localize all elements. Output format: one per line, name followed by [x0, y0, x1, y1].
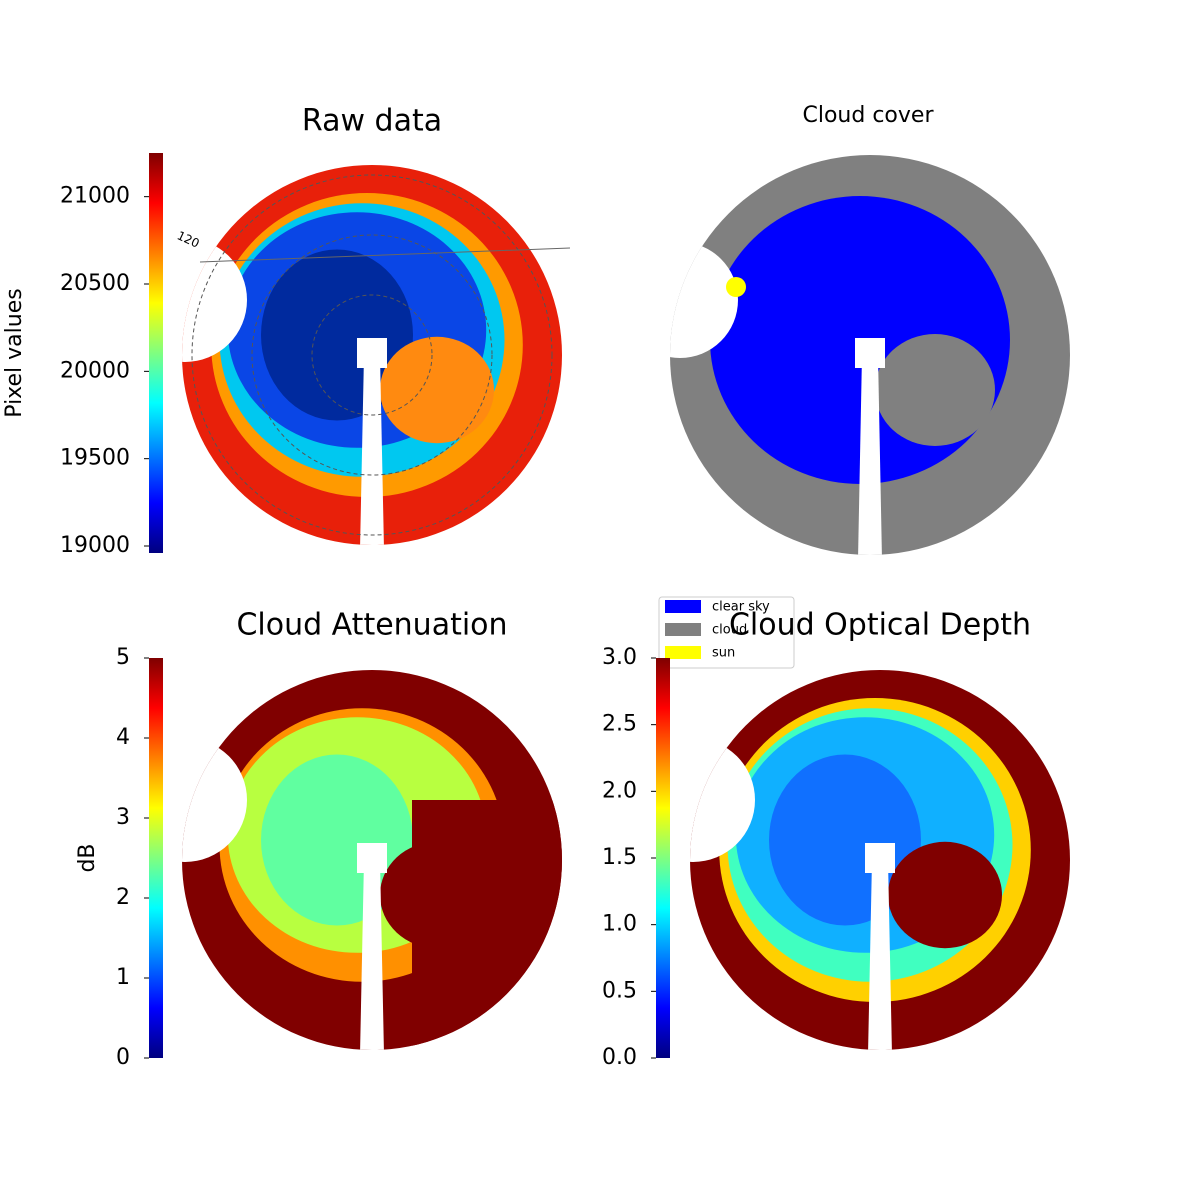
notch: [182, 738, 247, 862]
sky-image: [670, 155, 1070, 555]
colorbar-tick-label: 4: [116, 725, 130, 750]
colorbar-tick-label: 1: [116, 965, 130, 990]
colorbar-tick-label: 21000: [60, 184, 130, 209]
panel-title: Raw data: [302, 104, 442, 139]
polar-grid: [311, 294, 433, 416]
polar-grid: [199, 247, 571, 263]
mast: [360, 860, 384, 1050]
colorbar-label: Pixel values: [2, 288, 27, 417]
sun-marker: [726, 277, 746, 297]
panel-title: Cloud cover: [803, 103, 935, 128]
colorbar-tick-label: 5: [116, 645, 130, 670]
colorbar-tick-label: 3: [116, 805, 130, 830]
mast: [858, 355, 882, 555]
colorbar-tick-label: 1.0: [602, 912, 637, 937]
colorbar-tick-label: 0.5: [602, 978, 637, 1003]
mast-head: [357, 843, 387, 873]
colorbar-tick-label: 2.0: [602, 778, 637, 803]
image-region: [380, 336, 494, 444]
legend-label: cloud: [712, 623, 747, 638]
image-region: [875, 334, 995, 446]
colorbar: [656, 658, 670, 1058]
polar-grid: [191, 174, 553, 536]
colorbar-tick-label: 20500: [60, 271, 130, 296]
sky-image: [182, 165, 562, 545]
colorbar-tick-label: 20000: [60, 358, 130, 383]
colorbar-tick-label: 0.0: [602, 1045, 637, 1070]
colorbar: [149, 658, 163, 1058]
mast: [868, 860, 892, 1050]
notch: [670, 242, 738, 358]
legend-label: sun: [712, 646, 735, 661]
mast: [360, 355, 384, 545]
notch: [690, 738, 755, 862]
colorbar-tick-label: 2.5: [602, 712, 637, 737]
mast-head: [865, 843, 895, 873]
colorbar-label: dB: [75, 843, 100, 872]
colorbar-tick-label: 2: [116, 885, 130, 910]
mast-head: [357, 338, 387, 368]
notch: [182, 238, 247, 362]
polar-grid: [251, 234, 493, 476]
colorbar-tick-label: 0: [116, 1045, 130, 1070]
sky-image: [690, 670, 1070, 1050]
colorbar-tick-label: 19500: [60, 446, 130, 471]
panel-title: Cloud Optical Depth: [729, 608, 1031, 643]
image-region: [412, 800, 562, 1050]
mast-head: [855, 338, 885, 368]
colorbar-tick-label: 3.0: [602, 645, 637, 670]
legend-label: clear sky: [712, 600, 770, 615]
colorbar-tick-label: 1.5: [602, 845, 637, 870]
panel-title: Cloud Attenuation: [236, 608, 507, 643]
sky-image: [182, 670, 562, 1050]
image-region: [888, 841, 1002, 949]
legend-swatch: [665, 623, 701, 636]
polar-annotation: 120: [175, 228, 202, 250]
colorbar-tick-label: 19000: [60, 533, 130, 558]
colorbar: [149, 153, 163, 553]
legend-swatch: [665, 646, 701, 659]
legend-swatch: [665, 600, 701, 613]
